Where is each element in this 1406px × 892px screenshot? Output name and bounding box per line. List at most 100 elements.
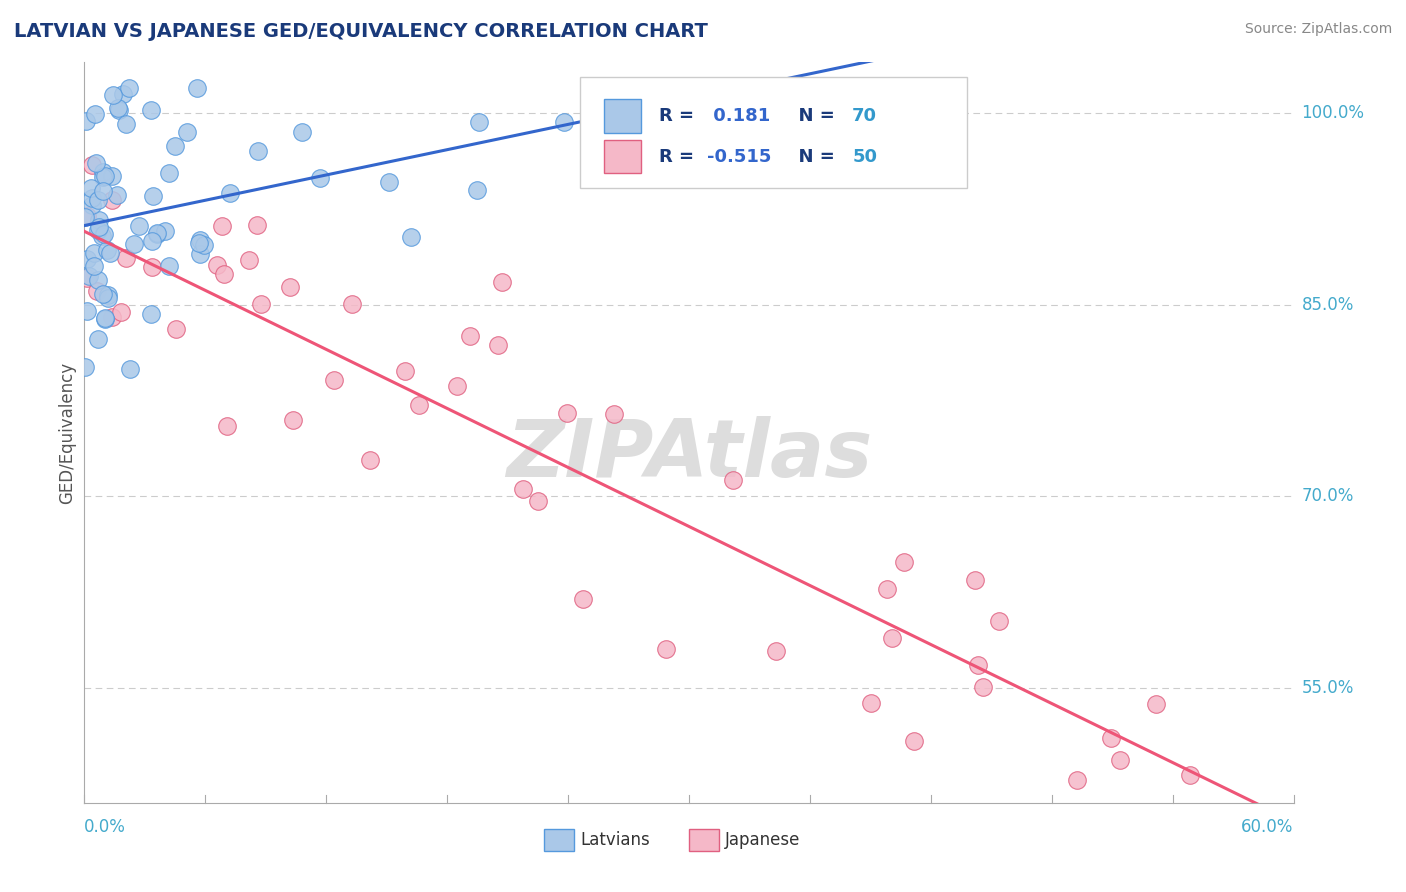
Point xyxy=(84,155,107,169)
Point xyxy=(142,189,165,203)
Point xyxy=(399,229,422,244)
Point xyxy=(491,275,513,289)
Text: N =: N = xyxy=(786,148,841,166)
Point xyxy=(966,657,988,672)
Point xyxy=(281,413,304,427)
Point xyxy=(97,291,120,305)
Point xyxy=(155,224,177,238)
Point xyxy=(654,641,676,656)
Point xyxy=(141,307,163,321)
Point xyxy=(1099,731,1122,746)
Point xyxy=(90,228,112,243)
Point xyxy=(176,125,198,139)
Point xyxy=(207,258,229,272)
Point xyxy=(76,252,98,267)
Point xyxy=(613,81,636,95)
Point xyxy=(96,244,118,258)
Text: -0.515: -0.515 xyxy=(707,148,772,166)
Point xyxy=(555,406,578,420)
Point xyxy=(876,582,898,596)
Text: R =: R = xyxy=(659,148,700,166)
Point xyxy=(91,287,114,301)
Text: ZIPAtlas: ZIPAtlas xyxy=(506,416,872,494)
Point xyxy=(87,223,110,237)
Point xyxy=(76,271,98,285)
Text: 50: 50 xyxy=(852,148,877,166)
Text: Latvians: Latvians xyxy=(581,830,650,849)
Point xyxy=(76,210,98,224)
Point xyxy=(972,680,994,694)
Point xyxy=(512,483,534,497)
Text: LATVIAN VS JAPANESE GED/EQUIVALENCY CORRELATION CHART: LATVIAN VS JAPANESE GED/EQUIVALENCY CORR… xyxy=(14,22,709,41)
Point xyxy=(75,360,97,375)
Point xyxy=(446,379,468,393)
Point xyxy=(238,252,260,267)
Point xyxy=(107,101,129,115)
Point xyxy=(963,573,986,587)
Point xyxy=(110,304,132,318)
Point xyxy=(86,194,108,208)
Point xyxy=(468,115,491,129)
Point xyxy=(83,259,105,273)
Point xyxy=(765,644,787,658)
Point xyxy=(91,165,114,179)
Point xyxy=(572,592,595,607)
Point xyxy=(188,247,211,261)
Point xyxy=(94,310,117,325)
Point xyxy=(486,338,509,352)
Point xyxy=(87,213,110,227)
Point xyxy=(103,87,125,102)
Point xyxy=(628,95,651,110)
Point xyxy=(128,219,150,233)
Point xyxy=(1180,768,1202,782)
Point xyxy=(988,615,1011,629)
Point xyxy=(291,125,314,139)
FancyBboxPatch shape xyxy=(605,99,641,133)
Point xyxy=(97,288,120,302)
Point xyxy=(527,493,550,508)
Point xyxy=(212,267,235,281)
Point xyxy=(860,697,883,711)
Point xyxy=(107,103,129,118)
Point xyxy=(101,169,124,184)
Point xyxy=(141,234,163,248)
Point xyxy=(903,733,925,747)
Point xyxy=(723,473,745,487)
Point xyxy=(278,279,301,293)
Text: 100.0%: 100.0% xyxy=(1302,104,1365,122)
Point xyxy=(94,169,117,183)
Point xyxy=(186,81,208,95)
Text: R =: R = xyxy=(659,108,700,126)
Text: Japanese: Japanese xyxy=(725,830,800,849)
Point xyxy=(553,115,575,129)
Point xyxy=(73,211,96,225)
Point xyxy=(146,227,169,242)
Point xyxy=(80,158,103,172)
Point xyxy=(250,297,273,311)
Point xyxy=(120,362,142,376)
FancyBboxPatch shape xyxy=(544,829,574,851)
Point xyxy=(215,419,238,434)
Point xyxy=(87,332,110,346)
Point xyxy=(157,166,180,180)
Text: 55.0%: 55.0% xyxy=(1302,679,1354,697)
Point xyxy=(219,186,242,200)
Point xyxy=(115,117,138,131)
Point xyxy=(100,194,122,208)
FancyBboxPatch shape xyxy=(605,140,641,173)
Text: Source: ZipAtlas.com: Source: ZipAtlas.com xyxy=(1244,22,1392,37)
Text: 60.0%: 60.0% xyxy=(1241,818,1294,836)
Point xyxy=(603,407,626,421)
Point xyxy=(75,113,97,128)
Point xyxy=(139,103,162,117)
Text: 0.181: 0.181 xyxy=(707,108,770,126)
Point xyxy=(165,322,187,336)
Point xyxy=(82,191,104,205)
Point xyxy=(83,245,105,260)
Point xyxy=(93,227,115,241)
FancyBboxPatch shape xyxy=(581,78,967,188)
Point xyxy=(115,251,138,265)
Point xyxy=(77,268,100,283)
Point xyxy=(146,226,169,240)
Text: 70.0%: 70.0% xyxy=(1302,487,1354,506)
